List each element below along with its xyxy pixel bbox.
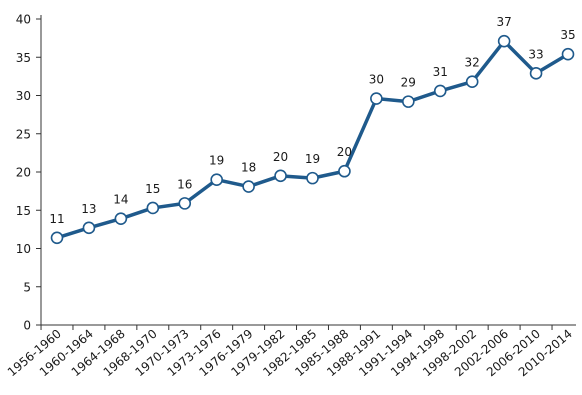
data-label: 33 [528,47,543,61]
data-label: 20 [337,145,352,159]
data-label: 31 [433,65,448,79]
data-point [274,169,287,183]
data-label: 35 [560,28,575,42]
data-point [402,95,415,108]
data-label: 14 [113,193,128,207]
data-point [210,173,223,186]
data-point [306,171,319,185]
data-label: 18 [241,161,256,175]
y-tick-label: 0 [23,319,31,333]
x-axis: 1956-19601960-19641964-19681968-19701970… [5,324,576,379]
data-label: 19 [209,154,224,168]
y-tick-label: 30 [16,89,31,103]
data-point [114,212,128,225]
data-points [50,34,575,245]
data-label: 19 [305,152,320,166]
series-line [55,39,570,240]
data-label: 16 [177,177,192,191]
data-point [370,92,383,105]
data-labels: 11 13 14 15 16 19 18 20 19 20 30 29 31 32 37 33 35 [49,15,575,226]
y-tick-label: 10 [16,242,31,256]
data-point [561,47,575,61]
data-label: 13 [81,202,96,216]
data-label: 20 [273,150,288,164]
series-line-group [55,39,570,240]
data-point [465,75,479,89]
data-point [82,221,96,235]
data-point [50,231,64,245]
data-label: 29 [401,76,416,90]
data-point [242,180,255,193]
data-point [433,84,447,98]
y-tick-label: 20 [16,166,31,180]
data-point [529,67,543,80]
data-label: 37 [496,15,511,29]
data-label: 32 [465,56,480,70]
data-point [178,197,192,210]
y-tick-label: 40 [16,13,31,27]
data-point [146,201,160,215]
data-label: 11 [49,212,64,226]
data-label: 15 [145,182,160,196]
data-point [338,164,351,178]
y-tick-label: 5 [23,280,31,294]
y-axis: 0 5 10 15 20 25 30 35 40 [16,13,42,333]
y-tick-label: 35 [16,51,31,65]
data-label: 30 [369,73,384,87]
data-point [497,34,511,48]
y-tick-label: 15 [16,204,31,218]
y-tick-label: 25 [16,127,31,141]
